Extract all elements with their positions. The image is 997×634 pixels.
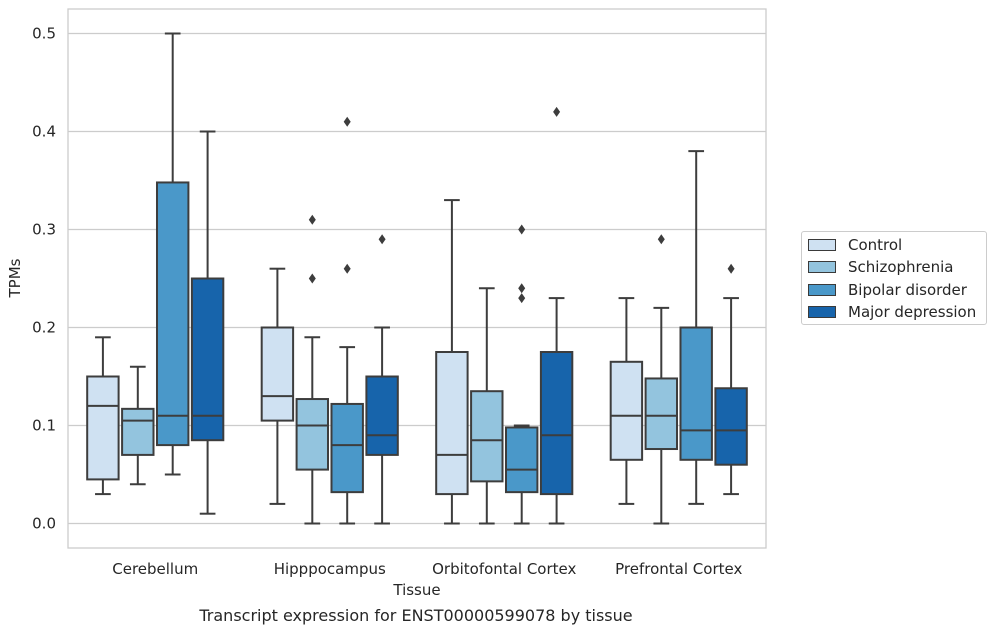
box-hipppocampus-schizophrenia — [295, 214, 330, 525]
box-cerebellum-major-depression — [190, 130, 225, 515]
y-tick-label: 0.2 — [32, 319, 56, 337]
iqr-box — [539, 351, 574, 496]
legend-item-major-depression: Major depression — [808, 302, 976, 322]
x-tick-label: Prefrontal Cortex — [615, 560, 742, 578]
y-tick-label: 0.0 — [32, 515, 56, 533]
outlier-point — [727, 263, 735, 274]
plot-area-border — [67, 8, 767, 549]
y-tick-label: 0.4 — [32, 123, 56, 141]
iqr-box — [609, 360, 644, 461]
legend-item-control: Control — [808, 235, 902, 255]
iqr-box — [86, 375, 120, 481]
outlier-point — [657, 234, 665, 245]
outlier-point — [378, 234, 386, 245]
box-orbitofontal-cortex-major-depression — [539, 106, 574, 525]
legend-swatch-control — [808, 239, 836, 251]
box-orbitofontal-cortex-bipolar-disorder — [504, 224, 539, 525]
box-cerebellum-control — [86, 336, 120, 496]
outlier-point — [553, 106, 561, 117]
outlier-point — [518, 224, 526, 235]
outlier-point — [518, 293, 526, 304]
iqr-box — [190, 277, 225, 442]
legend-swatch-bipolar-disorder — [808, 284, 836, 296]
y-axis-label: TPMs — [6, 258, 24, 298]
legend-swatch-major-depression — [808, 306, 836, 318]
legend-label-schizophrenia: Schizophrenia — [848, 258, 954, 276]
legend-item-bipolar-disorder: Bipolar disorder — [808, 280, 967, 300]
outlier-point — [308, 214, 316, 225]
box-prefrontal-cortex-control — [609, 297, 644, 505]
iqr-box — [121, 407, 155, 456]
legend-swatch-schizophrenia — [808, 261, 836, 273]
box-cerebellum-schizophrenia — [121, 365, 155, 486]
iqr-box — [679, 326, 713, 461]
x-tick-label: Orbitofontal Cortex — [432, 560, 576, 578]
iqr-box — [330, 402, 364, 494]
x-axis-label: Tissue — [392, 581, 440, 599]
chart-caption: Transcript expression for ENST0000059907… — [199, 606, 633, 625]
outlier-point — [343, 263, 351, 274]
legend: Control Schizophrenia Bipolar disorder M… — [801, 231, 987, 325]
legend-item-schizophrenia: Schizophrenia — [808, 257, 953, 277]
iqr-box — [504, 426, 539, 494]
iqr-box — [435, 351, 469, 496]
iqr-box — [644, 377, 679, 451]
outlier-point — [343, 116, 351, 127]
iqr-box — [470, 390, 504, 483]
box-prefrontal-cortex-major-depression — [714, 263, 748, 496]
box-hipppocampus-control — [260, 267, 295, 505]
iqr-box — [365, 375, 399, 456]
box-prefrontal-cortex-bipolar-disorder — [679, 150, 713, 505]
box-orbitofontal-cortex-control — [435, 199, 469, 525]
outlier-point — [518, 283, 526, 294]
legend-label-major-depression: Major depression — [848, 303, 977, 321]
box-orbitofontal-cortex-schizophrenia — [470, 287, 504, 525]
box-cerebellum-bipolar-disorder — [155, 32, 190, 476]
box-hipppocampus-major-depression — [365, 234, 399, 525]
x-tick-label: Cerebellum — [112, 560, 198, 578]
y-tick-label: 0.1 — [32, 417, 56, 435]
x-tick-label: Hipppocampus — [274, 560, 386, 578]
iqr-box — [260, 326, 295, 422]
y-tick-label: 0.5 — [32, 25, 56, 43]
box-hipppocampus-bipolar-disorder — [330, 116, 364, 525]
iqr-box — [155, 181, 190, 447]
box-prefrontal-cortex-schizophrenia — [644, 234, 679, 525]
iqr-box — [295, 398, 330, 471]
y-tick-label: 0.3 — [32, 221, 56, 239]
legend-label-bipolar-disorder: Bipolar disorder — [848, 281, 967, 299]
outlier-point — [308, 273, 316, 284]
legend-label-control: Control — [848, 236, 903, 254]
iqr-box — [714, 387, 748, 466]
